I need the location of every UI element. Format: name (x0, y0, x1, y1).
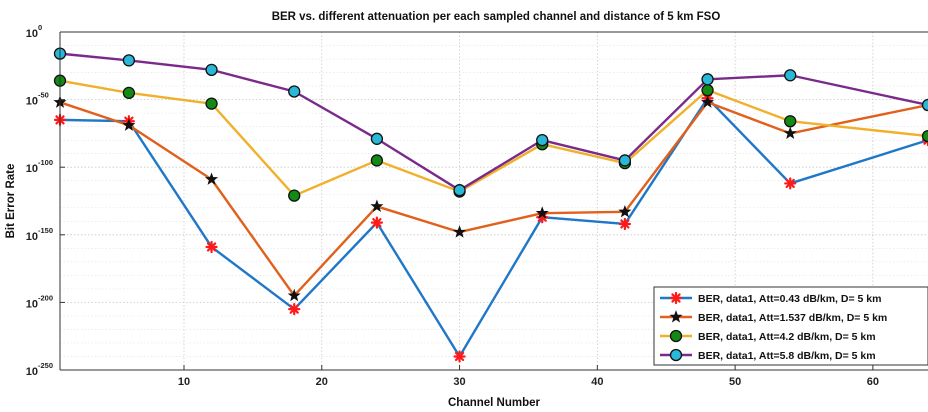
grid-lines (60, 31, 928, 371)
legend-entry-4: BER, data1, Att=5.8 dB/km, D= 5 km (698, 350, 876, 362)
chart-title: BER vs. different attenuation per each s… (272, 11, 721, 23)
series-4-point (618, 154, 632, 167)
y-axis-label: Bit Error Rate (5, 164, 17, 239)
series-4-point (536, 134, 549, 147)
series-4-point (122, 54, 136, 67)
series-3-point (122, 86, 136, 99)
series-2-point (535, 206, 549, 219)
legend: BER, data1, Att=0.43 dB/km, D= 5 km BER, … (653, 286, 928, 366)
x-axis-label: Channel Number (448, 397, 541, 409)
series-1-point (288, 303, 301, 316)
x-tick-label: 40 (591, 376, 603, 388)
series-2-point (287, 288, 301, 302)
series-3-point (921, 129, 928, 143)
x-tick-label: 50 (729, 376, 741, 388)
legend-swatch-marker (669, 329, 683, 343)
series-markers (53, 47, 928, 363)
series-3-point (370, 154, 384, 167)
legend-swatch-marker (669, 291, 683, 305)
series-1-point (205, 240, 218, 254)
legend-swatch-marker (669, 348, 683, 362)
y-tick-exponent: 0 (38, 23, 42, 32)
y-tick-base: 10 (26, 163, 38, 175)
y-tick-base: 10 (26, 28, 38, 40)
x-tick-label: 20 (316, 376, 328, 388)
series-3-point (784, 115, 797, 128)
x-tick-label: 60 (867, 376, 879, 388)
y-tick-base: 10 (26, 96, 38, 108)
legend-entry-3: BER, data1, Att=4.2 dB/km, D= 5 km (698, 331, 876, 343)
series-2-point (205, 172, 219, 185)
series-4-point (205, 63, 218, 77)
series-4-point (784, 69, 797, 82)
x-tick-label: 10 (178, 376, 190, 388)
series-2-point (701, 95, 715, 108)
series-4-point (370, 132, 384, 145)
series-3-point (205, 97, 218, 110)
y-tick-base: 10 (26, 366, 38, 378)
series-2-point (618, 204, 632, 218)
series-2-point (453, 225, 467, 238)
series-2-point (370, 199, 384, 212)
x-ticks: 10 20 30 40 50 60 (178, 365, 879, 388)
series-4-point (288, 85, 301, 98)
legend-entry-1: BER, data1, Att=0.43 dB/km, D= 5 km (698, 293, 881, 305)
series-4-point (701, 73, 714, 86)
series-1-point (784, 177, 797, 190)
y-tick-exponent: -250 (38, 361, 53, 370)
y-tick-exponent: -200 (38, 293, 53, 302)
y-tick-exponent: -100 (38, 158, 53, 167)
series-4-point (921, 98, 928, 112)
series-1-point (618, 217, 631, 231)
series-3-point (701, 83, 714, 97)
series-1-point (453, 350, 466, 363)
legend-box (653, 286, 928, 366)
y-tick-exponent: -50 (38, 91, 49, 100)
series-3-point (288, 189, 301, 202)
y-tick-exponent: -150 (38, 226, 53, 235)
series-2-point (783, 126, 797, 139)
legend-swatch-marker (669, 310, 683, 323)
series-1-point (370, 216, 383, 229)
x-tick-label: 30 (453, 376, 465, 388)
y-tick-base: 10 (26, 231, 38, 243)
legend-entry-2: BER, data1, Att=1.537 dB/km, D= 5 km (698, 312, 887, 324)
series-4-point (453, 184, 466, 197)
y-tick-base: 10 (26, 298, 38, 310)
series-2-point (122, 118, 136, 131)
